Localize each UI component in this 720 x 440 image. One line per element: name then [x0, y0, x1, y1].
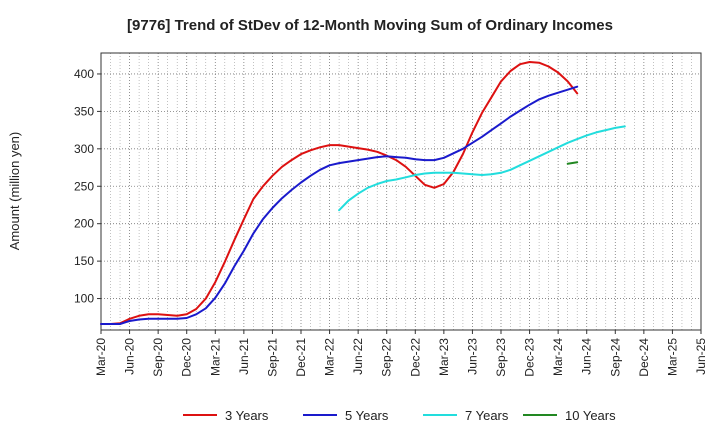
- x-tick-label: Mar-20: [94, 338, 108, 376]
- x-tick-label: Dec-20: [180, 338, 194, 377]
- series-line-10-years: [566, 161, 579, 165]
- x-tick-label: Dec-21: [294, 338, 308, 377]
- y-tick-label: 100: [74, 292, 94, 306]
- x-tick-label: Jun-24: [580, 338, 594, 375]
- x-tick-label: Mar-23: [437, 338, 451, 376]
- y-tick-label: 250: [74, 179, 94, 193]
- x-tick-label: Mar-24: [551, 338, 565, 376]
- legend-label-5-years: 5 Years: [345, 408, 389, 423]
- y-axis-label: Amount (million yen): [7, 132, 22, 251]
- x-tick-label: Mar-22: [323, 338, 337, 376]
- x-tick-label: Jun-23: [465, 338, 479, 375]
- x-tick-label: Sep-23: [494, 338, 508, 377]
- chart-title: [9776] Trend of StDev of 12-Month Moving…: [127, 17, 613, 34]
- legend-label-3-years: 3 Years: [225, 408, 269, 423]
- x-tick-label: Sep-21: [265, 338, 279, 377]
- x-tick-label: Mar-25: [665, 338, 679, 376]
- y-tick-label: 200: [74, 217, 94, 231]
- x-tick-label: Jun-20: [123, 338, 137, 375]
- series-line-3-years: [100, 61, 579, 325]
- legend-label-10-years: 10 Years: [565, 408, 616, 423]
- series-line-5-years: [100, 85, 579, 325]
- y-tick-label: 350: [74, 104, 94, 118]
- x-tick-label: Sep-24: [608, 338, 622, 377]
- x-tick-label: Jun-21: [237, 338, 251, 375]
- plot-area: 100 150 200 250 300 350 400 Mar-20 Jun-20 Sep-20 D…: [74, 52, 708, 377]
- legend: 3 Years 5 Years 7 Years 10 Years: [183, 408, 616, 423]
- y-tick-label: 150: [74, 254, 94, 268]
- x-tick-label: Sep-22: [380, 338, 394, 377]
- y-tick-label: 300: [74, 142, 94, 156]
- x-tick-label: Jun-22: [351, 338, 365, 375]
- plot-frame: [100, 52, 702, 331]
- y-tick-label: 400: [74, 67, 94, 81]
- x-tick-label: Dec-23: [523, 338, 537, 377]
- x-tick-label: Mar-21: [208, 338, 222, 376]
- series-line-7-years: [338, 125, 626, 212]
- legend-label-7-years: 7 Years: [465, 408, 509, 423]
- x-tick-label: Sep-20: [151, 338, 165, 377]
- x-tick-label: Dec-22: [408, 338, 422, 377]
- x-tick-label: Dec-24: [637, 338, 651, 377]
- x-tick-label: Jun-25: [694, 338, 708, 375]
